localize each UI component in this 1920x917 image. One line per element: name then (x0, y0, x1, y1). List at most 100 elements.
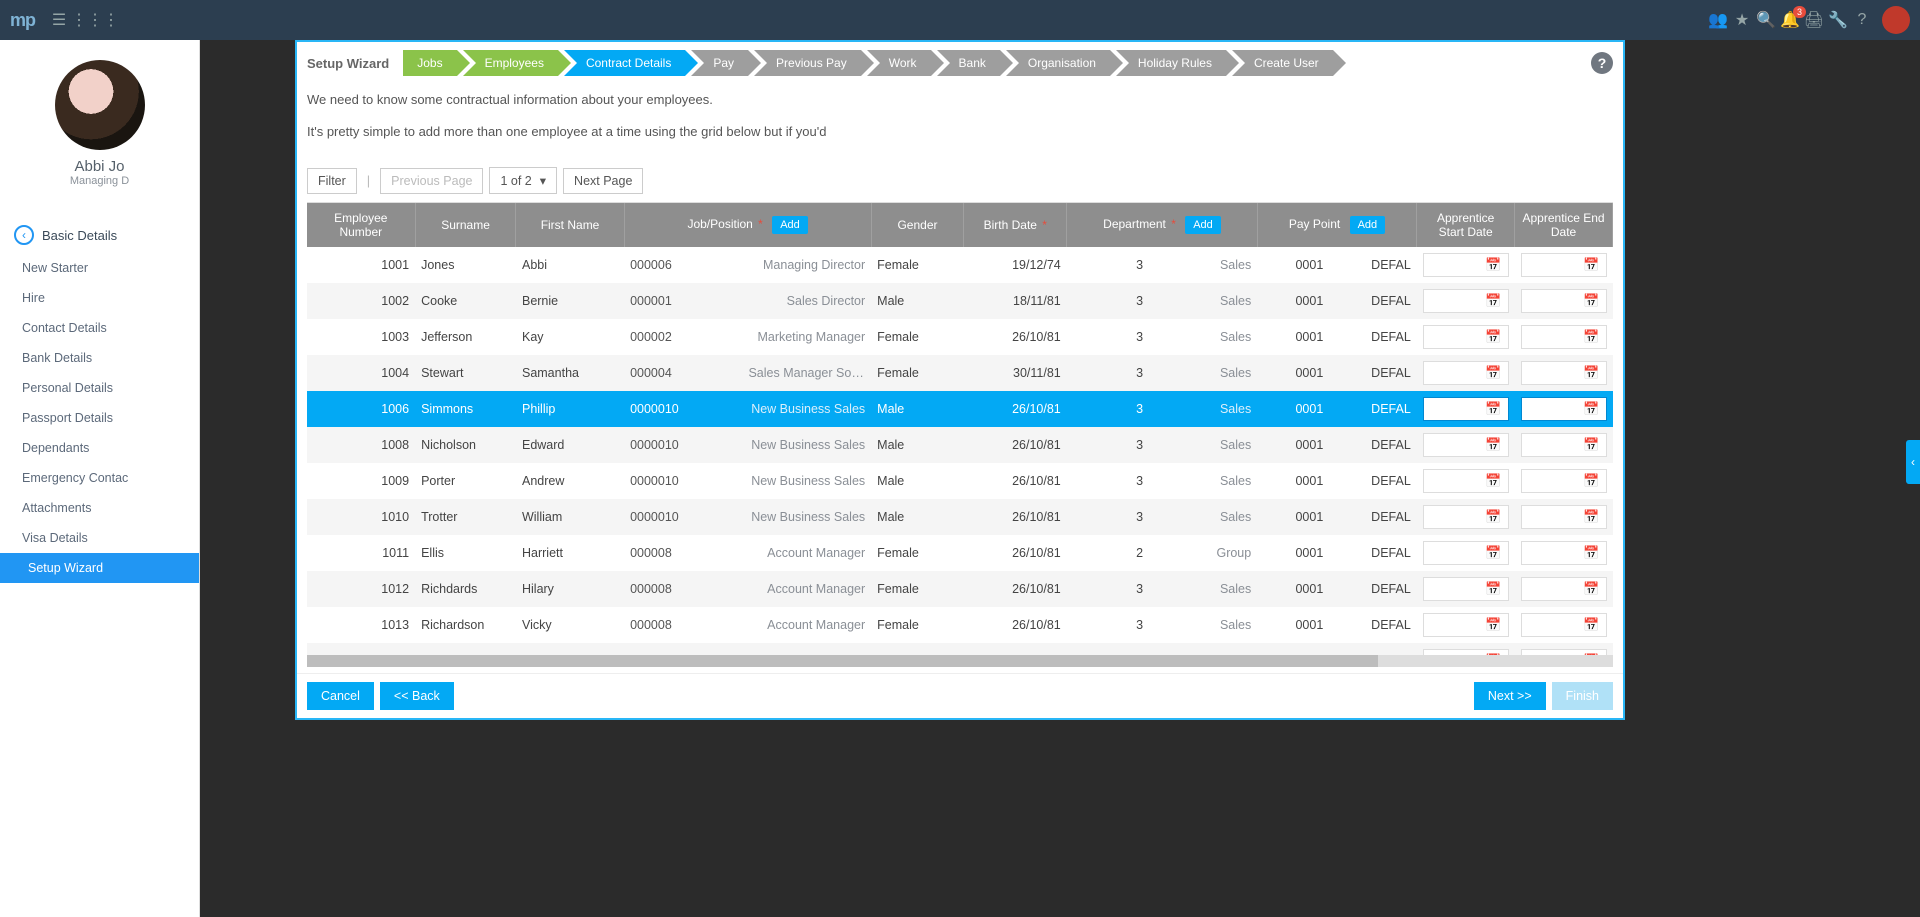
next-page-button[interactable]: Next Page (563, 168, 643, 194)
right-slideout-tab[interactable]: ‹ (1906, 440, 1920, 484)
cell[interactable]: 26/10/81 (964, 499, 1067, 535)
cell[interactable]: Male (871, 427, 964, 463)
add-paypoint-button[interactable]: Add (1350, 216, 1386, 234)
cell[interactable]: 1003 (307, 319, 415, 355)
user-avatar[interactable] (1882, 6, 1910, 34)
cell[interactable]: Trotter (415, 499, 516, 535)
cell[interactable]: 30/11/81 (964, 355, 1067, 391)
cell[interactable]: Jones (415, 247, 516, 283)
cell[interactable]: 1011 (307, 535, 415, 571)
cell[interactable]: Richdards (415, 571, 516, 607)
cell[interactable]: DEFAL (1329, 571, 1417, 607)
cell[interactable]: 000008 (624, 571, 742, 607)
date-cell[interactable]: 📅 (1515, 535, 1613, 571)
people-icon[interactable]: 👥 (1706, 10, 1730, 30)
cell[interactable]: 3 (1067, 607, 1149, 643)
cell[interactable]: Sales (1149, 643, 1257, 655)
apps-icon[interactable]: ⋮⋮⋮ (71, 10, 95, 30)
calendar-icon[interactable]: 📅 (1485, 293, 1501, 309)
page-selector[interactable]: 1 of 2 ▾ (489, 167, 557, 194)
finish-button[interactable]: Finish (1552, 682, 1613, 710)
cell[interactable]: 0001 (1257, 283, 1329, 319)
cell[interactable]: 26/10/81 (964, 643, 1067, 655)
cell[interactable]: Female (871, 535, 964, 571)
cell[interactable]: 0001 (1257, 499, 1329, 535)
date-cell[interactable]: 📅 (1417, 571, 1515, 607)
calendar-icon[interactable]: 📅 (1583, 257, 1599, 273)
column-header[interactable]: Birth Date * (964, 203, 1067, 247)
calendar-icon[interactable]: 📅 (1485, 545, 1501, 561)
cell[interactable]: 000001 (624, 283, 742, 319)
cell[interactable]: 3 (1067, 463, 1149, 499)
crumb-organisation[interactable]: Organisation (1006, 50, 1110, 76)
crumb-work[interactable]: Work (867, 50, 931, 76)
calendar-icon[interactable]: 📅 (1583, 293, 1599, 309)
cell[interactable]: 1004 (307, 355, 415, 391)
date-cell[interactable]: 📅 (1417, 607, 1515, 643)
cell[interactable]: Female (871, 607, 964, 643)
cell[interactable]: Harriett (516, 535, 624, 571)
cell[interactable]: 1009 (307, 463, 415, 499)
date-cell[interactable]: 📅 (1417, 535, 1515, 571)
cell[interactable]: 0000010 (624, 427, 742, 463)
cell[interactable]: Sales (1149, 499, 1257, 535)
cell[interactable]: 3 (1067, 283, 1149, 319)
cell[interactable]: Account Manager (742, 607, 871, 643)
filter-button[interactable]: Filter (307, 168, 357, 194)
cell[interactable]: 3 (1067, 355, 1149, 391)
cell[interactable]: Female (871, 247, 964, 283)
date-cell[interactable]: 📅 (1417, 463, 1515, 499)
calendar-icon[interactable]: 📅 (1583, 581, 1599, 597)
cell[interactable]: 0001 (1257, 319, 1329, 355)
back-button[interactable]: << Back (380, 682, 454, 710)
cell[interactable]: Male (871, 283, 964, 319)
crumb-holiday-rules[interactable]: Holiday Rules (1116, 50, 1226, 76)
cell[interactable]: Marketing Manager (742, 319, 871, 355)
calendar-icon[interactable]: 📅 (1485, 437, 1501, 453)
cell[interactable]: 26/10/81 (964, 391, 1067, 427)
table-row[interactable]: 1011EllisHarriett000008Account ManagerFe… (307, 535, 1613, 571)
calendar-icon[interactable]: 📅 (1485, 617, 1501, 633)
calendar-icon[interactable]: 📅 (1485, 401, 1501, 417)
calendar-icon[interactable]: 📅 (1583, 473, 1599, 489)
table-row[interactable]: 1012RichdardsHilary000008Account Manager… (307, 571, 1613, 607)
table-row[interactable]: 1009PorterAndrew0000010New Business Sale… (307, 463, 1613, 499)
cell[interactable]: 0001 (1257, 355, 1329, 391)
cell[interactable]: DEFAL (1329, 463, 1417, 499)
calendar-icon[interactable]: 📅 (1485, 365, 1501, 381)
table-row[interactable]: 1006SimmonsPhillip0000010New Business Sa… (307, 391, 1613, 427)
cell[interactable]: 0001 (1257, 607, 1329, 643)
calendar-icon[interactable]: 📅 (1485, 581, 1501, 597)
calendar-icon[interactable]: 📅 (1485, 473, 1501, 489)
cell[interactable]: 2 (1067, 535, 1149, 571)
date-cell[interactable]: 📅 (1417, 391, 1515, 427)
cell[interactable]: Vicky (516, 607, 624, 643)
search-icon[interactable]: 🔍 (1754, 10, 1778, 30)
column-header[interactable]: Employee Number (307, 203, 415, 247)
column-header[interactable]: Apprentice Start Date (1417, 203, 1515, 247)
crumb-contract-details[interactable]: Contract Details (564, 50, 685, 76)
calendar-icon[interactable]: 📅 (1583, 437, 1599, 453)
table-row[interactable]: 1014RussellCally000008Account ManagerFem… (307, 643, 1613, 655)
cell[interactable]: 3 (1067, 319, 1149, 355)
cell[interactable]: 000002 (624, 319, 742, 355)
date-cell[interactable]: 📅 (1515, 319, 1613, 355)
cell[interactable]: 26/10/81 (964, 607, 1067, 643)
cell[interactable]: Female (871, 643, 964, 655)
column-header[interactable]: Surname (415, 203, 516, 247)
calendar-icon[interactable]: 📅 (1583, 329, 1599, 345)
cell[interactable]: 1006 (307, 391, 415, 427)
cell[interactable]: Male (871, 463, 964, 499)
cell[interactable]: 0000010 (624, 499, 742, 535)
cell[interactable]: Sales (1149, 247, 1257, 283)
cell[interactable]: Andrew (516, 463, 624, 499)
column-header[interactable]: Gender (871, 203, 964, 247)
cell[interactable]: 0001 (1257, 643, 1329, 655)
cell[interactable]: 0001 (1257, 247, 1329, 283)
date-cell[interactable]: 📅 (1515, 643, 1613, 655)
star-icon[interactable]: ★ (1730, 10, 1754, 30)
cell[interactable]: Sales (1149, 283, 1257, 319)
date-cell[interactable]: 📅 (1515, 571, 1613, 607)
cell[interactable]: DEFAL (1329, 427, 1417, 463)
cell[interactable]: Richardson (415, 607, 516, 643)
